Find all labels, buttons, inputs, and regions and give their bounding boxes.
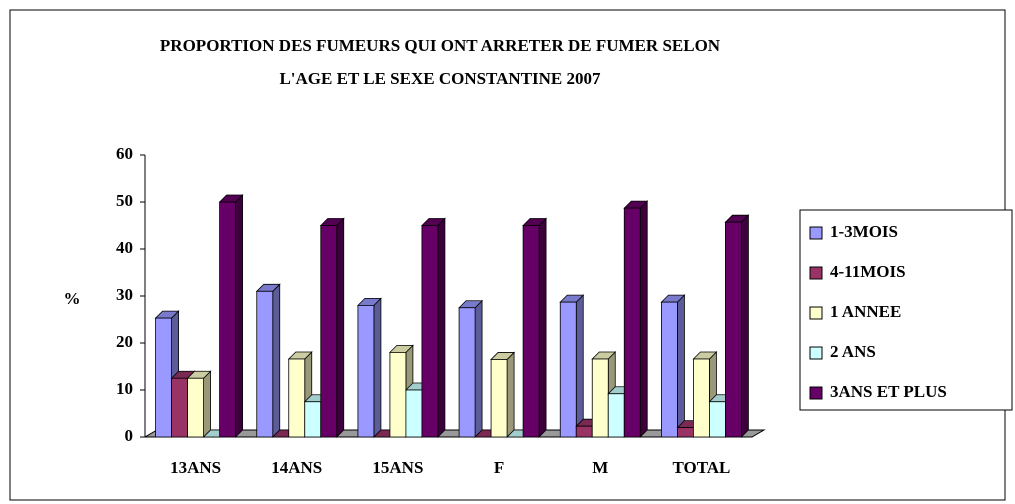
legend-swatch: [809, 226, 823, 240]
bar: [607, 393, 625, 438]
y-tick-label: 0: [125, 426, 134, 445]
chart-title: L'AGE ET LE SEXE CONSTANTINE 2007: [279, 69, 601, 88]
bar: [219, 201, 236, 438]
x-tick-label: M: [592, 458, 608, 477]
legend-swatch: [809, 346, 823, 360]
y-tick-label: 50: [116, 191, 133, 210]
bar: [320, 225, 338, 438]
bar: [389, 351, 407, 438]
legend-swatch: [809, 386, 823, 400]
y-axis-label: %: [64, 289, 81, 308]
bar-side: [437, 217, 446, 438]
bar: [693, 358, 710, 438]
bar: [421, 225, 439, 438]
bar: [709, 401, 726, 438]
bar: [725, 221, 742, 438]
x-tick-label: 14ANS: [271, 458, 322, 477]
bar: [591, 358, 609, 438]
bar: [458, 307, 476, 438]
legend-label: 3ANS ET PLUS: [830, 382, 947, 401]
bar: [171, 377, 188, 438]
y-tick-label: 60: [116, 144, 133, 163]
bar-side: [538, 217, 547, 438]
bar: [155, 317, 172, 438]
legend-label: 4-11MOIS: [830, 262, 906, 281]
chart-title: PROPORTION DES FUMEURS QUI ONT ARRETER D…: [160, 36, 721, 55]
bar: [288, 358, 306, 438]
x-tick-label: 13ANS: [170, 458, 221, 477]
bar: [405, 389, 423, 438]
bar-side: [235, 194, 243, 438]
bar-side: [373, 297, 382, 438]
bar: [357, 304, 375, 438]
y-tick-label: 10: [116, 379, 133, 398]
bar: [522, 225, 540, 438]
y-tick-label: 30: [116, 285, 133, 304]
legend-box: [799, 209, 1013, 411]
bar-side: [474, 299, 483, 438]
bar-side: [677, 294, 685, 438]
bar: [304, 401, 322, 438]
legend-label: 2 ANS: [830, 342, 876, 361]
x-tick-label: TOTAL: [672, 458, 730, 477]
bar-side: [336, 217, 345, 438]
bar-side: [741, 214, 749, 438]
legend-swatch: [809, 266, 823, 280]
bar: [661, 301, 678, 438]
x-tick-label: F: [494, 458, 504, 477]
bar-side: [639, 200, 648, 438]
bar: [677, 427, 694, 438]
bar: [256, 290, 274, 438]
bar-side: [203, 370, 211, 438]
y-tick-label: 20: [116, 332, 133, 351]
x-tick-label: 15ANS: [372, 458, 423, 477]
legend-swatch: [809, 306, 823, 320]
bar-side: [272, 283, 281, 438]
bar: [575, 425, 593, 438]
bar: [187, 377, 204, 438]
bar-side: [575, 294, 584, 438]
y-tick-label: 40: [116, 238, 133, 257]
legend-label: 1 ANNEE: [830, 302, 901, 321]
bar-side: [506, 351, 515, 438]
bar: [623, 207, 641, 438]
bar: [490, 359, 508, 438]
bar: [559, 301, 577, 438]
legend-label: 1-3MOIS: [830, 222, 898, 241]
